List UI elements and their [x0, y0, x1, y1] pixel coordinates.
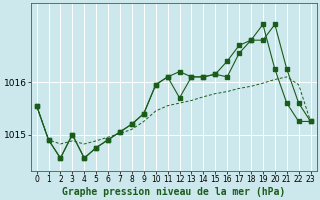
X-axis label: Graphe pression niveau de la mer (hPa): Graphe pression niveau de la mer (hPa) [62, 186, 285, 197]
